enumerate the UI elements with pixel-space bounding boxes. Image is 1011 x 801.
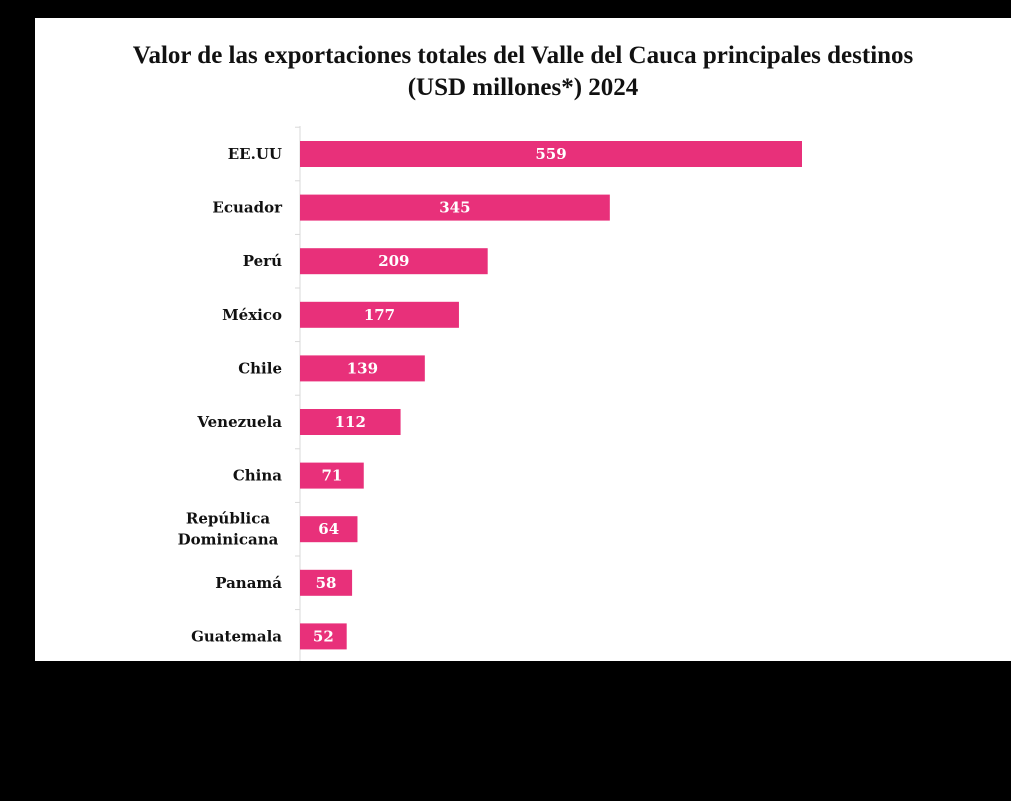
data-label: 52 xyxy=(313,627,334,645)
data-label: 345 xyxy=(439,199,470,217)
bar xyxy=(300,248,488,275)
bar xyxy=(300,462,364,489)
category-tick-label: Chile xyxy=(238,359,282,377)
data-label: 209 xyxy=(378,252,409,270)
data-label: 177 xyxy=(364,306,395,324)
data-label: 139 xyxy=(347,359,378,377)
chart-title: Valor de las exportaciones totales del V… xyxy=(35,40,1011,104)
category-tick-label: China xyxy=(233,467,282,485)
bar xyxy=(300,569,353,596)
bar xyxy=(300,409,401,435)
bar xyxy=(300,623,347,650)
data-label: 71 xyxy=(321,467,342,485)
bar xyxy=(300,301,459,328)
category-tick-label: EE.UU xyxy=(228,145,282,163)
bar xyxy=(300,194,610,221)
chart-panel: Valor de las exportaciones totales del V… xyxy=(35,18,1011,661)
chart-title-line-2: (USD millones*) 2024 xyxy=(407,74,639,101)
category-tick-label: República Dominicana xyxy=(178,510,279,549)
category-tick-label: Panamá xyxy=(215,574,282,592)
bar xyxy=(300,141,802,167)
category-tick-label: Venezuela xyxy=(196,413,282,431)
category-tick-label: Ecuador xyxy=(212,199,283,217)
chart-title-line-1: Valor de las exportaciones totales del V… xyxy=(132,42,914,69)
data-label: 64 xyxy=(318,520,339,538)
bar xyxy=(300,516,358,543)
data-label: 112 xyxy=(335,413,366,431)
category-tick-label: Guatemala xyxy=(191,627,282,645)
bar xyxy=(300,355,425,382)
category-tick-label: México xyxy=(222,306,282,324)
bar-chart: 559 EE.UU 345 Ecuador 209 Perú 177 México 139 Chi… xyxy=(178,126,802,661)
category-tick-label: Perú xyxy=(243,252,282,270)
data-label: 58 xyxy=(316,574,337,592)
data-label: 559 xyxy=(535,145,566,163)
